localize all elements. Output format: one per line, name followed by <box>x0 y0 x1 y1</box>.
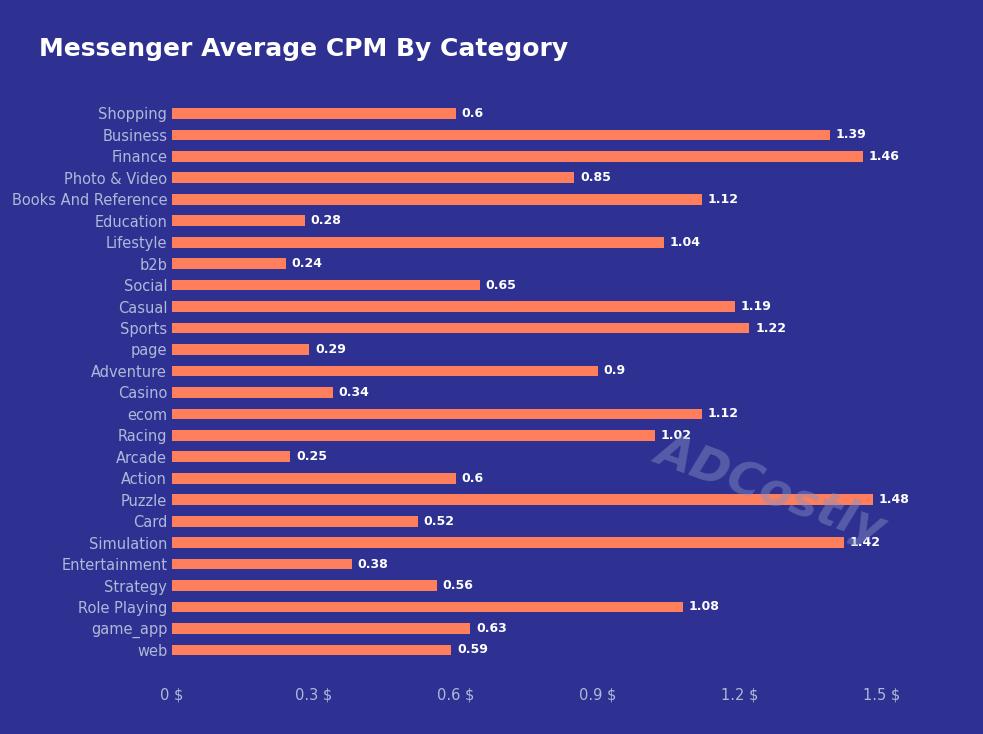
Bar <box>172 130 830 140</box>
Text: 1.39: 1.39 <box>836 128 866 142</box>
Text: 0.85: 0.85 <box>580 171 610 184</box>
Bar <box>172 473 456 484</box>
Text: 0.52: 0.52 <box>424 515 455 528</box>
Bar <box>172 323 749 333</box>
Bar <box>172 430 655 440</box>
Bar <box>172 366 598 377</box>
Bar <box>172 580 437 591</box>
Text: 0.9: 0.9 <box>604 365 626 377</box>
Text: 0.56: 0.56 <box>442 579 474 592</box>
Text: 0.25: 0.25 <box>296 450 327 463</box>
Text: 1.02: 1.02 <box>661 429 691 442</box>
Bar <box>172 537 844 548</box>
Bar <box>172 451 290 462</box>
Text: 0.24: 0.24 <box>291 257 322 270</box>
Bar <box>172 301 735 312</box>
Text: 0.29: 0.29 <box>315 343 346 356</box>
Bar <box>172 602 683 612</box>
Text: 0.34: 0.34 <box>338 386 370 399</box>
Bar <box>172 258 286 269</box>
Text: 1.12: 1.12 <box>708 407 739 421</box>
Text: 0.28: 0.28 <box>311 214 341 228</box>
Bar <box>172 623 470 633</box>
Text: 0.6: 0.6 <box>462 107 484 120</box>
Bar <box>172 237 665 247</box>
Bar <box>172 494 873 505</box>
Bar <box>172 194 702 205</box>
Text: 0.38: 0.38 <box>358 558 388 570</box>
Bar <box>172 559 352 570</box>
Bar <box>172 516 418 526</box>
Bar <box>172 215 305 226</box>
Text: 0.63: 0.63 <box>476 622 506 635</box>
Bar <box>172 344 310 355</box>
Text: 1.42: 1.42 <box>849 536 881 549</box>
Text: 1.46: 1.46 <box>869 150 899 163</box>
Text: 1.08: 1.08 <box>689 600 720 614</box>
Bar <box>172 409 702 419</box>
Bar <box>172 280 480 291</box>
Text: 0.65: 0.65 <box>486 279 516 291</box>
Text: 1.22: 1.22 <box>755 321 786 335</box>
Text: 1.19: 1.19 <box>741 300 772 313</box>
Text: 1.12: 1.12 <box>708 193 739 206</box>
Text: ADCostly: ADCostly <box>649 428 891 552</box>
Text: 1.04: 1.04 <box>670 236 701 249</box>
Text: Messenger Average CPM By Category: Messenger Average CPM By Category <box>39 37 568 61</box>
Text: 0.6: 0.6 <box>462 472 484 484</box>
Text: 0.59: 0.59 <box>457 644 488 656</box>
Bar <box>172 644 451 655</box>
Bar <box>172 151 863 161</box>
Bar <box>172 387 333 398</box>
Bar <box>172 172 574 184</box>
Text: 1.48: 1.48 <box>878 493 909 506</box>
Bar <box>172 108 456 119</box>
